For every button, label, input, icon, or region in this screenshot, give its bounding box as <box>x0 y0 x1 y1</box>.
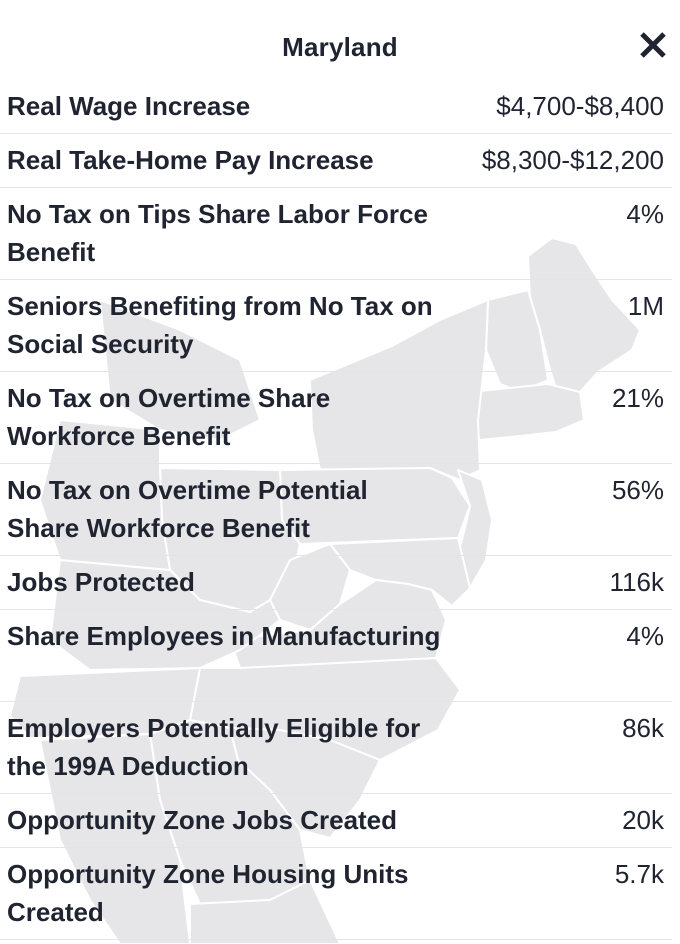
stat-value: 5.7k <box>614 859 664 889</box>
stat-row-oz-housing-units: Opportunity Zone Housing Units Created 5… <box>0 848 672 940</box>
stat-label: Share Employees in Manufacturing <box>7 621 441 651</box>
stat-value: 20k <box>622 805 664 835</box>
stat-label: Employers Potentially Eligible for the 1… <box>7 713 421 781</box>
stat-value: 21% <box>611 383 664 413</box>
stat-row-oz-jobs-created: Opportunity Zone Jobs Created 20k <box>0 794 672 848</box>
stat-label: Opportunity Zone Housing Units Created <box>7 859 409 927</box>
stat-value: 116k <box>609 567 664 597</box>
stat-value: 86k <box>622 713 664 743</box>
stat-row-share-manufacturing: Share Employees in Manufacturing 4% <box>0 610 672 702</box>
close-button[interactable] <box>638 30 668 60</box>
stat-value: 4% <box>626 621 664 651</box>
stat-row-no-tax-overtime-share: No Tax on Overtime Share Workforce Benef… <box>0 372 672 464</box>
stat-label: Opportunity Zone Jobs Created <box>7 805 398 835</box>
panel-header: Maryland <box>0 0 680 80</box>
stat-value: 56% <box>611 475 664 505</box>
close-icon <box>640 32 666 58</box>
stat-label: No Tax on Tips Share Labor Force Benefit <box>7 199 428 267</box>
stat-value: $8,300-$12,200 <box>481 145 664 175</box>
stat-row-real-wage-increase: Real Wage Increase $4,700-$8,400 <box>0 80 672 134</box>
stats-list: Real Wage Increase $4,700-$8,400 Real Ta… <box>0 80 672 940</box>
stat-label: No Tax on Overtime Share Workforce Benef… <box>7 383 331 451</box>
stat-row-seniors-no-tax-social-security: Seniors Benefiting from No Tax on Social… <box>0 280 672 372</box>
stat-label: Real Wage Increase <box>7 91 251 121</box>
stat-value: $4,700-$8,400 <box>496 91 664 121</box>
stat-row-real-take-home-pay-increase: Real Take-Home Pay Increase $8,300-$12,2… <box>0 134 672 188</box>
stat-value: 4% <box>626 199 664 229</box>
stat-label: No Tax on Overtime Potential Share Workf… <box>7 475 368 543</box>
stat-label: Seniors Benefiting from No Tax on Social… <box>7 291 433 359</box>
stat-value: 1M <box>627 291 664 321</box>
stat-row-jobs-protected: Jobs Protected 116k <box>0 556 672 610</box>
stat-label: Jobs Protected <box>7 567 195 597</box>
stat-row-no-tax-overtime-potential: No Tax on Overtime Potential Share Workf… <box>0 464 672 556</box>
panel-title: Maryland <box>282 32 398 62</box>
stat-row-199a-employers: Employers Potentially Eligible for the 1… <box>0 702 672 794</box>
stat-row-no-tax-on-tips: No Tax on Tips Share Labor Force Benefit… <box>0 188 672 280</box>
stat-label: Real Take-Home Pay Increase <box>7 145 374 175</box>
